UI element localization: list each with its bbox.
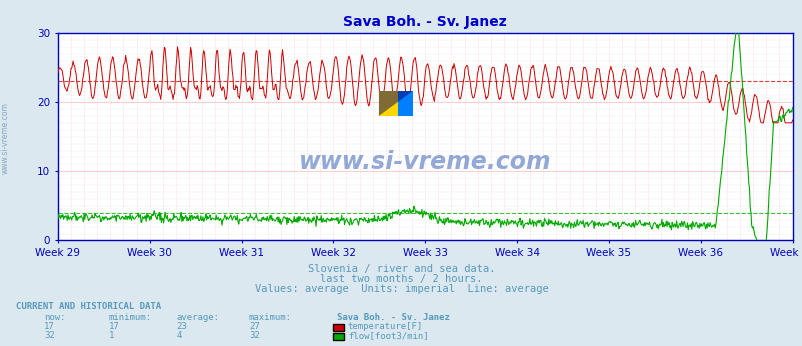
Text: maximum:: maximum: (249, 313, 292, 322)
Text: 32: 32 (249, 331, 259, 340)
Text: 17: 17 (108, 322, 119, 331)
Text: 17: 17 (44, 322, 55, 331)
Text: Slovenia / river and sea data.: Slovenia / river and sea data. (307, 264, 495, 274)
Text: minimum:: minimum: (108, 313, 152, 322)
Polygon shape (398, 91, 412, 116)
Polygon shape (379, 91, 412, 116)
Text: average:: average: (176, 313, 220, 322)
Text: 1: 1 (108, 331, 114, 340)
Text: 4: 4 (176, 331, 182, 340)
Title: Sava Boh. - Sv. Janez: Sava Boh. - Sv. Janez (343, 15, 506, 29)
Text: 32: 32 (44, 331, 55, 340)
Text: www.si-vreme.com: www.si-vreme.com (298, 149, 551, 174)
Text: temperature[F]: temperature[F] (347, 322, 423, 331)
Polygon shape (379, 91, 398, 116)
Text: flow[foot3/min]: flow[foot3/min] (347, 331, 427, 340)
Text: www.si-vreme.com: www.si-vreme.com (1, 102, 10, 174)
Text: now:: now: (44, 313, 66, 322)
Text: 27: 27 (249, 322, 259, 331)
Text: Values: average  Units: imperial  Line: average: Values: average Units: imperial Line: av… (254, 284, 548, 294)
Text: CURRENT AND HISTORICAL DATA: CURRENT AND HISTORICAL DATA (16, 302, 161, 311)
Text: 23: 23 (176, 322, 187, 331)
Text: last two months / 2 hours.: last two months / 2 hours. (320, 274, 482, 284)
Text: Sava Boh. - Sv. Janez: Sava Boh. - Sv. Janez (337, 313, 450, 322)
